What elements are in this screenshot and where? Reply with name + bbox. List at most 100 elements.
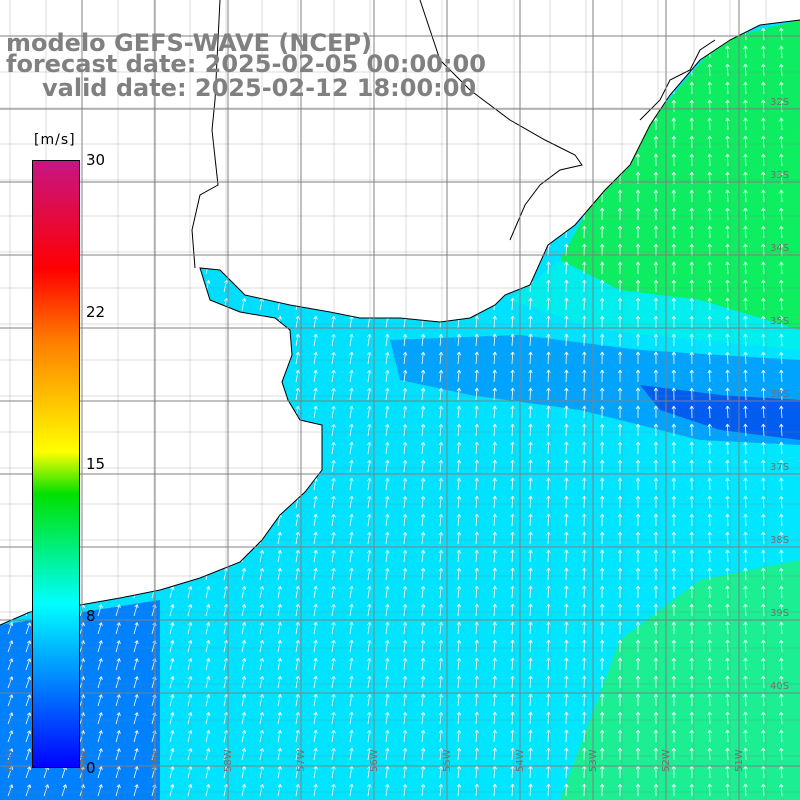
wind-arrow [743, 639, 748, 653]
wind-arrow [707, 135, 712, 149]
wind-arrow [617, 585, 623, 599]
wind-arrow [635, 297, 641, 310]
wind-arrow [25, 640, 32, 653]
wind-arrow [725, 279, 730, 293]
wind-arrow [653, 747, 659, 761]
wind-arrow [349, 549, 354, 563]
wind-arrow [349, 585, 354, 599]
wind-arrow [528, 351, 533, 365]
wind-arrow [689, 261, 694, 275]
wind-arrow [205, 586, 211, 599]
wind-arrow [671, 747, 676, 761]
wind-arrow [420, 405, 426, 419]
wind-arrow [385, 567, 390, 581]
wind-arrow [528, 477, 533, 491]
wind-arrow [707, 189, 712, 203]
wind-arrow [492, 621, 497, 635]
wind-arrow [456, 729, 462, 743]
wind-arrow [653, 729, 659, 743]
wind-arrow [564, 477, 569, 491]
wind-arrow [707, 225, 712, 239]
wind-arrow [492, 405, 497, 419]
wind-arrow [600, 675, 605, 689]
wind-arrow [277, 747, 282, 761]
wind-arrow [671, 657, 676, 671]
wind-arrow [761, 405, 766, 419]
wind-arrow [25, 748, 32, 761]
wind-arrow [707, 711, 712, 725]
wind-arrow [689, 387, 694, 401]
wind-arrow [349, 783, 354, 797]
wind-arrow [707, 369, 712, 383]
wind-arrow [617, 513, 623, 527]
wind-arrow [456, 765, 462, 779]
wind-arrow [761, 441, 766, 455]
wind-arrow [761, 261, 766, 275]
wind-arrow [564, 387, 569, 401]
wind-arrow [671, 243, 676, 257]
wind-arrow [600, 225, 605, 239]
wind-arrow [169, 640, 175, 653]
wind-arrow [564, 711, 569, 725]
wind-arrow [205, 676, 211, 689]
wind-arrow [600, 459, 605, 473]
wind-arrow [313, 567, 318, 581]
wind-arrow [313, 495, 318, 509]
wind-arrow [420, 369, 426, 383]
wind-arrow [97, 622, 103, 635]
wind-arrow [743, 333, 748, 347]
wind-arrow [420, 531, 426, 545]
wind-arrow [349, 333, 354, 347]
wind-arrow [743, 513, 748, 527]
wind-arrow [385, 495, 390, 509]
wind-arrow [349, 531, 354, 545]
wind-arrow [420, 423, 426, 437]
wind-arrow [743, 405, 748, 419]
colorbar-frame [32, 160, 80, 768]
wind-arrow [725, 225, 730, 239]
wind-arrow [385, 747, 390, 761]
lon-label: 55W [442, 749, 453, 772]
wind-arrow [456, 711, 462, 725]
wind-arrow [671, 315, 676, 329]
wind-arrow [349, 369, 354, 383]
wind-arrow [707, 351, 712, 365]
wind-arrow [761, 783, 766, 797]
wind-arrow [743, 297, 748, 311]
wind-arrow [689, 225, 694, 239]
wind-arrow [653, 387, 659, 401]
wind-arrow [564, 495, 569, 509]
wind-arrow [600, 207, 605, 221]
wind-arrow [761, 153, 766, 167]
wind-arrow [456, 495, 462, 509]
wind-arrow [617, 477, 623, 491]
wind-arrow [25, 766, 32, 779]
wind-arrow [635, 567, 641, 580]
wind-arrow [600, 567, 605, 581]
wind-arrow [725, 315, 730, 329]
wind-arrow [653, 513, 659, 527]
wind-arrow [241, 568, 247, 581]
wind-arrow [689, 711, 694, 725]
wind-arrow [761, 45, 766, 59]
wind-arrow [635, 603, 641, 616]
wind-arrow [385, 765, 390, 779]
wind-arrow [349, 477, 354, 491]
wind-arrow [779, 135, 784, 149]
wind-arrow [617, 279, 623, 293]
wind-arrow [564, 531, 569, 545]
wind-arrow [671, 297, 676, 311]
wind-arrow [635, 225, 641, 238]
wind-arrow [528, 621, 533, 635]
wind-arrow [761, 207, 766, 221]
wind-arrow [725, 603, 730, 617]
wind-arrow [492, 603, 497, 617]
wind-arrow [528, 549, 533, 563]
wind-arrow [707, 639, 712, 653]
wind-arrow [313, 513, 318, 527]
wind-arrow [617, 711, 623, 725]
wind-arrow [420, 711, 426, 725]
wind-arrow [671, 477, 676, 491]
wind-arrow [600, 279, 605, 293]
wind-arrow [617, 531, 623, 545]
